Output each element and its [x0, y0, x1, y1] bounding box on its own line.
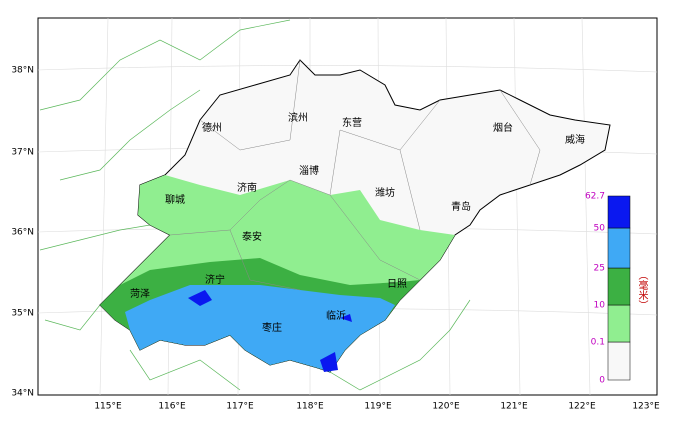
lat-label: 37°N — [11, 148, 34, 158]
legend-level: 25 — [594, 264, 605, 274]
lat-label: 34°N — [11, 389, 34, 399]
city-label: 青岛 — [451, 200, 471, 213]
legend-level: 62.7 — [585, 192, 605, 202]
city-label: 济宁 — [205, 273, 225, 286]
legend-level: 50 — [594, 224, 606, 234]
lon-label: 116°E — [158, 402, 186, 412]
legend-level: 0 — [599, 376, 605, 386]
city-label: 滨州 — [288, 111, 308, 124]
rain-zone-light-blue — [125, 285, 395, 372]
city-label: 日照 — [387, 278, 407, 290]
lat-label: 36°N — [11, 228, 34, 238]
rain-zone-blue — [188, 290, 352, 372]
lat-label: 38°N — [11, 66, 34, 76]
city-borders — [169, 59, 541, 291]
province-borders — [39, 19, 471, 391]
legend-level: 10 — [594, 301, 606, 311]
legend-swatch — [607, 227, 631, 269]
lon-label: 118°E — [296, 402, 324, 412]
city-label: 菏泽 — [130, 288, 150, 300]
legend-swatch — [607, 341, 631, 381]
city-label: 东营 — [342, 116, 362, 129]
lon-label: 117°E — [226, 402, 254, 412]
lon-label: 121°E — [500, 402, 528, 412]
lon-label: 120°E — [432, 402, 460, 412]
city-label: 泰安 — [242, 230, 262, 243]
city-label: 烟台 — [493, 121, 513, 134]
city-label: 淄博 — [299, 164, 319, 177]
city-label: 济南 — [237, 181, 257, 194]
legend-swatch — [607, 267, 631, 306]
legend: 0 0.1 10 25 50 62.7 （毫米） — [585, 192, 648, 386]
lon-label: 123°E — [632, 402, 660, 412]
city-label: 枣庄 — [262, 321, 282, 334]
legend-swatch — [607, 195, 631, 229]
lon-label: 122°E — [568, 402, 596, 412]
city-label: 聊城 — [165, 193, 185, 206]
city-label: 潍坊 — [375, 186, 395, 199]
city-label: 威海 — [565, 133, 585, 146]
lon-label: 119°E — [364, 402, 392, 412]
lon-label: 115°E — [94, 402, 122, 412]
legend-swatch — [607, 304, 631, 343]
legend-level: 0.1 — [591, 338, 605, 348]
lat-label: 35°N — [11, 309, 34, 319]
city-label: 临沂 — [326, 309, 346, 322]
city-label: 德州 — [202, 121, 222, 134]
legend-title: （毫米） — [636, 270, 648, 310]
